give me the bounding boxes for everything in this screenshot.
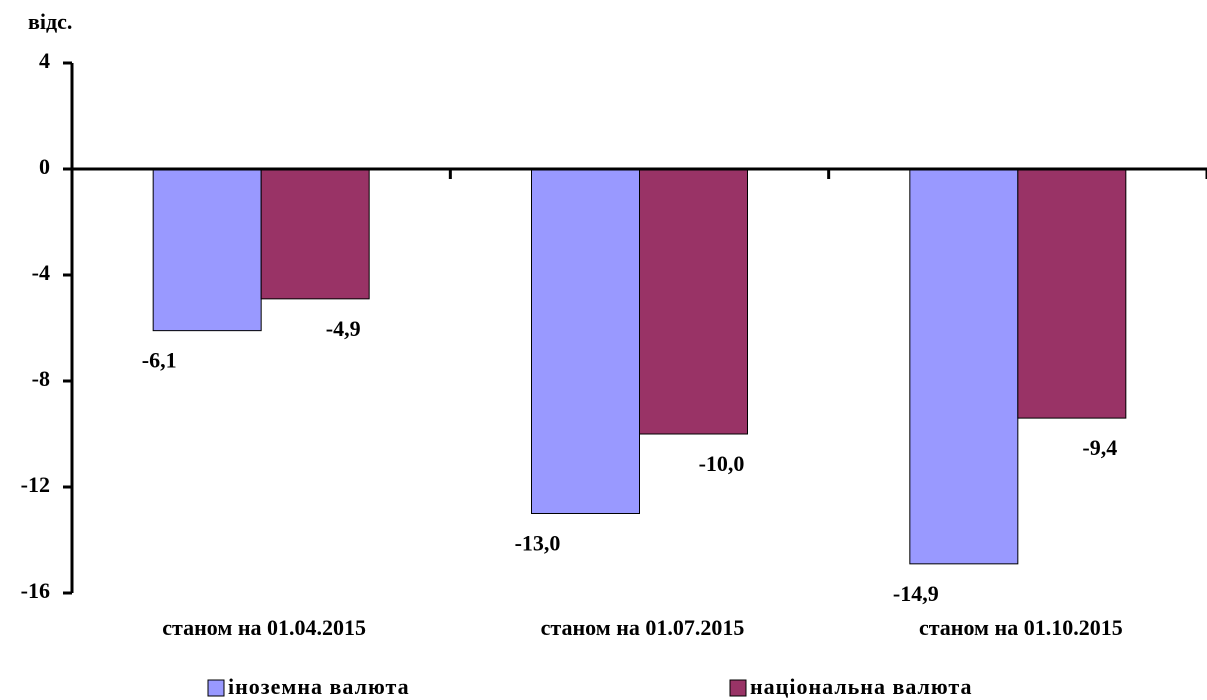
legend-swatch — [729, 679, 747, 697]
value-label: -9,4 — [1082, 435, 1117, 460]
y-tick-label: -12 — [21, 472, 50, 497]
x-tick-label: станом на 01.04.2015 — [162, 615, 366, 640]
legend-label: іноземна валюта — [228, 674, 410, 699]
bar — [639, 168, 748, 435]
bar — [909, 168, 1019, 565]
value-label: -6,1 — [142, 348, 177, 373]
y-tick-label: -4 — [32, 260, 50, 285]
x-tick-label: станом на 01.10.2015 — [919, 615, 1123, 640]
value-label: -10,0 — [699, 451, 745, 476]
bar — [152, 168, 262, 332]
y-tick-label: -8 — [32, 366, 50, 391]
y-axis-label: відс. — [28, 9, 72, 34]
x-tick-label: станом на 01.07.2015 — [541, 615, 745, 640]
value-label: -14,9 — [893, 581, 939, 606]
bar — [531, 168, 640, 514]
value-label: -13,0 — [515, 531, 561, 556]
bar — [1017, 168, 1127, 419]
bar — [260, 168, 370, 300]
legend-swatch — [207, 679, 225, 697]
y-tick-label: 4 — [39, 48, 50, 73]
y-tick-label: -16 — [21, 578, 50, 603]
y-tick-label: 0 — [39, 154, 50, 179]
value-label: -4,9 — [326, 316, 361, 341]
legend-label: національна валюта — [750, 674, 973, 699]
